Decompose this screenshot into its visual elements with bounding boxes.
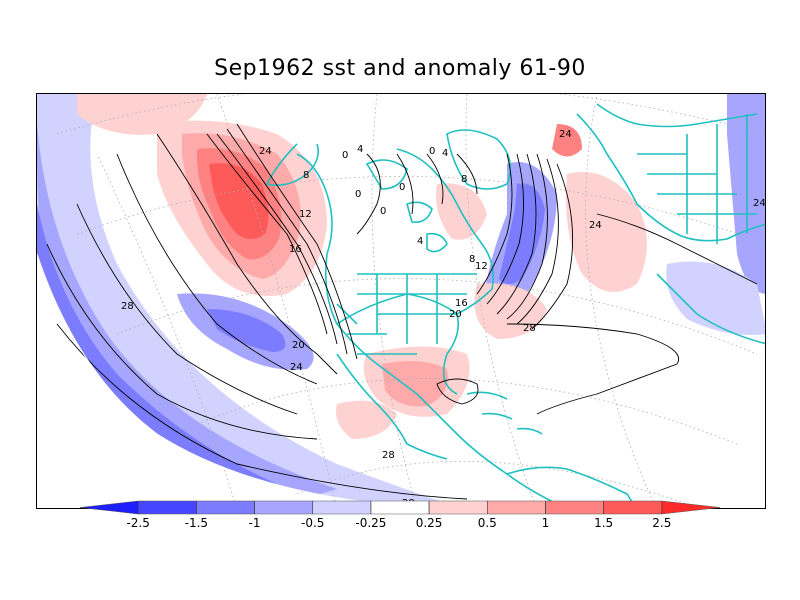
anomaly-negative-california-core [207, 309, 286, 352]
contour-label: 20 [449, 309, 462, 320]
contour-label: 8 [461, 174, 467, 185]
contour-label: 24 [753, 198, 766, 209]
colorbar-cell [196, 500, 255, 515]
contour-label: 8 [469, 254, 475, 265]
contour-label: 20 [292, 340, 305, 351]
coastline-south-america [506, 466, 637, 508]
anomaly-positive-norway [552, 124, 582, 157]
anomaly-fill-layer [37, 94, 765, 508]
anomaly-positive-atlantic-mid [474, 283, 547, 339]
contour-label: 12 [475, 261, 488, 272]
contour-label: 16 [289, 244, 302, 255]
contour-label: 28 [121, 301, 134, 312]
colorbar-cell [545, 500, 604, 515]
colorbar-tick-label: -1.5 [185, 516, 208, 530]
contour-label: 24 [559, 129, 572, 140]
chart-title: Sep1962 sst and anomaly 61-90 [214, 56, 586, 81]
colorbar-tick-label: -2.5 [126, 516, 149, 530]
contour-label: 16 [455, 298, 468, 309]
contour-label: 24 [589, 220, 602, 231]
contour-label: 0 [342, 150, 348, 161]
colorbar-tick-label: 1.5 [594, 516, 613, 530]
contour-label: 28 [523, 323, 536, 334]
coastline-europe [576, 103, 765, 244]
contour-label: 28 [382, 450, 395, 461]
colorbar-cell [137, 500, 197, 515]
colorbar-arrow-left [79, 500, 139, 515]
colorbar-tick-label: 0.25 [416, 516, 443, 530]
graticule [56, 94, 765, 508]
contour-label: 4 [417, 236, 423, 247]
colorbar-cell [254, 500, 313, 515]
colorbar-tick-label: 1 [542, 516, 550, 530]
contour-labels: 0 4 8 12 16 20 24 28 0 0 0 4 8 0 4 8 12 … [121, 129, 766, 508]
colorbar: -2.5 -1.5 -1 -0.5 -0.25 0.25 0.5 1 1.5 2.5 [79, 500, 721, 530]
coastline-canada-grid [336, 273, 477, 355]
contour-label: 4 [357, 144, 363, 155]
contour-label: 0 [380, 206, 386, 217]
anomaly-positive-atlantic-east [566, 172, 647, 292]
colorbar-tick-label: -0.25 [355, 516, 386, 530]
colorbar-cell [428, 500, 488, 515]
anomaly-negative-right [666, 261, 765, 336]
colorbar-arrow-right [661, 500, 721, 515]
colorbar-ticks: -2.5 -1.5 -1 -0.5 -0.25 0.25 0.5 1 1.5 2.5 [126, 501, 671, 530]
colorbar-cell [312, 500, 372, 515]
coastline-mexico [336, 353, 448, 460]
coastline-greenland [446, 129, 512, 190]
map-svg: 0 4 8 12 16 20 24 28 0 0 0 4 8 0 4 8 12 … [37, 94, 766, 508]
map-panel: 0 4 8 12 16 20 24 28 0 0 0 4 8 0 4 8 12 … [36, 93, 766, 509]
anomaly-negative-atlantic-core [499, 183, 545, 284]
contour-label: 8 [303, 170, 309, 181]
colorbar-tick-label: -1 [249, 516, 261, 530]
colorbar-cell [370, 500, 430, 515]
contour-label: 0 [399, 182, 405, 193]
anomaly-positive-pacific-top [77, 94, 207, 135]
colorbar-tick-label: -0.5 [301, 516, 324, 530]
contour-label: 24 [290, 362, 303, 373]
contour-label: 4 [442, 148, 448, 159]
coastline-africa [656, 273, 765, 345]
colorbar-tick-label: 2.5 [652, 516, 671, 530]
coastline-alaska [265, 143, 320, 187]
contour-label: 0 [355, 189, 361, 200]
colorbar-tick-label: 0.5 [478, 516, 497, 530]
colorbar-cell [603, 500, 663, 515]
anomaly-negative-band-mid [37, 124, 337, 508]
colorbar-cell [487, 500, 546, 515]
anomaly-positive-caribbean [336, 400, 397, 439]
coastline-arctic-islands [365, 159, 448, 253]
contour-label: 24 [259, 146, 272, 157]
anomaly-positive-gulf-core [382, 360, 448, 407]
coastline-caribbean [466, 391, 543, 435]
contour-label: 0 [429, 146, 435, 157]
colorbar-cells [79, 500, 721, 515]
contour-label: 12 [299, 209, 312, 220]
sst-contours [46, 123, 758, 500]
coastlines [265, 103, 765, 508]
